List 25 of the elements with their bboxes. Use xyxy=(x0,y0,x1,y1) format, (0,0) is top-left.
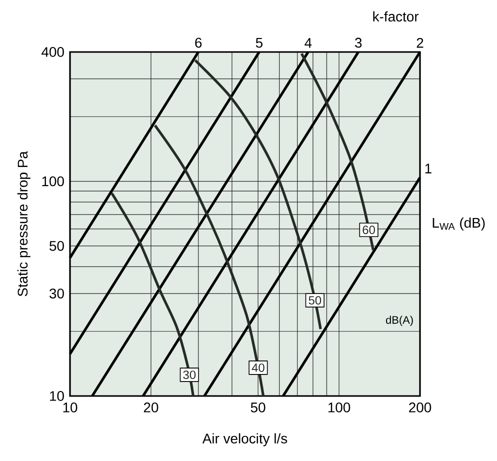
series-label: 2 xyxy=(416,38,424,48)
y-tick-label: 100 xyxy=(42,176,64,186)
x-tick-label: 20 xyxy=(144,402,158,412)
series-label: 30 xyxy=(183,370,196,380)
annotation: dB(A) xyxy=(386,316,413,326)
text: L$_{WA}$ (dB) xyxy=(432,217,485,230)
text: k-factor xyxy=(373,11,419,22)
x-tick-label: 50 xyxy=(250,402,266,412)
x-tick-label: 200 xyxy=(409,402,432,412)
x-tick-label: 10 xyxy=(63,402,78,412)
x-tick-label: 100 xyxy=(328,402,350,412)
y-tick-label: 10 xyxy=(50,391,64,401)
series-label: 4 xyxy=(304,38,312,48)
y-tick-label: 400 xyxy=(42,47,64,57)
y-tick-label: 50 xyxy=(50,240,64,251)
y-tick-label: 30 xyxy=(50,288,64,298)
series-label: 1 xyxy=(425,164,432,174)
series-label: 6 xyxy=(195,38,202,48)
y-axis-title: Static pressure drop Pa xyxy=(17,151,30,296)
x-axis-title: Air velocity l/s xyxy=(202,433,288,446)
series-label: 50 xyxy=(308,296,322,305)
series-label: 3 xyxy=(355,38,362,48)
series-label: 60 xyxy=(362,226,375,234)
series-label: 40 xyxy=(252,363,264,372)
series-label: 5 xyxy=(256,38,262,48)
